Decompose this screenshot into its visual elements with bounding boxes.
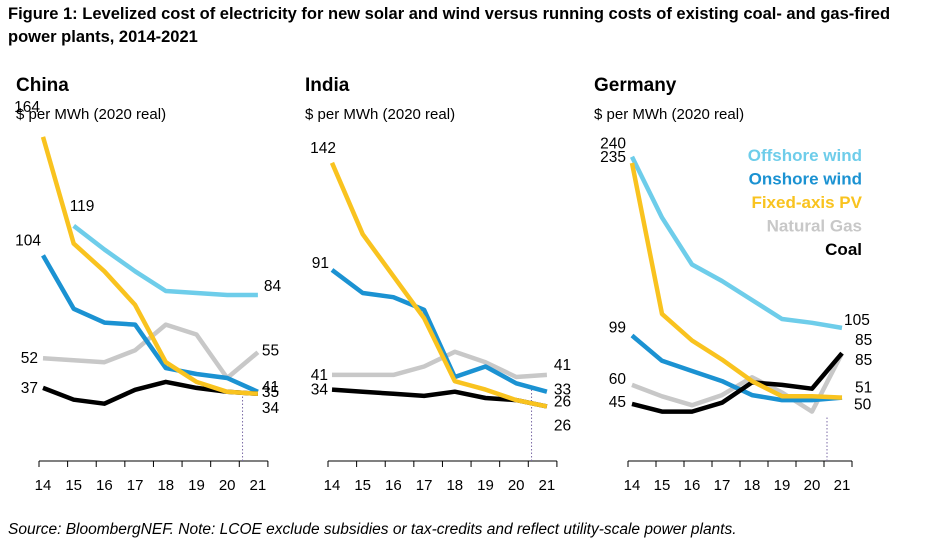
panel-1-data-label: 41 — [262, 379, 279, 396]
panel-3-data-label: 235 — [600, 149, 626, 166]
panel-1-series-fixed-axis-pv — [40, 136, 259, 397]
panel-1-data-label: 34 — [262, 400, 280, 417]
panel-1-data-label: 164 — [14, 99, 40, 116]
panel-3-tick-label: 18 — [744, 477, 761, 494]
panel-3-tick-label: 17 — [714, 477, 731, 494]
panel-2-tick-label: 14 — [324, 477, 341, 494]
panel-2-data-label: 41 — [554, 357, 571, 374]
panel-1-tick-label: 14 — [35, 477, 52, 494]
panel-3-tick-label: 19 — [774, 477, 791, 494]
panel-1-tick-label: 16 — [96, 477, 113, 494]
panel-1-tick-label: 18 — [157, 477, 174, 494]
panel-3-tick-label: 20 — [804, 477, 821, 494]
panel-3-title: Germany — [594, 75, 677, 96]
panel-3-data-label: 85 — [855, 352, 872, 369]
panel-1-series-onshore-wind — [41, 254, 259, 394]
panel-2-data-label: 142 — [310, 140, 336, 157]
panel-3-series-onshore-wind — [630, 333, 843, 403]
panel-2-data-label: 91 — [312, 255, 329, 272]
panel-3-tick-label: 15 — [654, 477, 671, 494]
panel-1-data-label: 52 — [21, 350, 38, 367]
panel-1-data-label: 104 — [15, 232, 41, 249]
legend-item-offshore-wind: Offshore wind — [748, 146, 862, 165]
panel-3-tick-label: 16 — [684, 477, 701, 494]
panel-1-tick-label: 21 — [250, 477, 267, 494]
panel-1-data-label: 37 — [21, 380, 38, 397]
panel-2-series-onshore-wind — [330, 268, 548, 394]
panel-2-data-label: 41 — [311, 367, 328, 384]
panel-2-title: India — [305, 75, 350, 96]
panel-3-data-label: 240 — [600, 136, 626, 153]
panel-2-tick-label: 20 — [508, 477, 525, 494]
panel-3-tick-label: 21 — [834, 477, 851, 494]
panel-3-data-label: 51 — [855, 380, 872, 397]
legend-item-coal: Coal — [825, 240, 862, 259]
panel-1-tick-label: 15 — [65, 477, 82, 494]
panel-2-tick-label: 18 — [446, 477, 463, 494]
panel-2-data-label: 33 — [554, 382, 571, 399]
panel-1-series-offshore-wind — [72, 224, 258, 298]
panel-3-data-label: 99 — [609, 319, 626, 336]
source-note: Source: BloombergNEF. Note: LCOE exclude… — [8, 521, 737, 538]
panel-1-data-label: 35 — [262, 384, 279, 401]
panel-3-tick-label: 14 — [624, 477, 641, 494]
panel-2-tick-label: 16 — [385, 477, 402, 494]
panel-1-data-label: 84 — [264, 278, 282, 295]
panel-1-ylabel: $ per MWh (2020 real) — [16, 106, 166, 123]
panel-1-title: China — [16, 75, 69, 96]
panel-3-series-coal — [631, 351, 844, 414]
panel-2-ylabel: $ per MWh (2020 real) — [305, 106, 455, 123]
panel-2-tick-label: 15 — [354, 477, 371, 494]
panel-2-tick-label: 21 — [539, 477, 556, 494]
panel-2-series-natural-gas — [332, 349, 548, 380]
panel-3-data-label: 50 — [854, 397, 872, 414]
panel-2-tick-label: 17 — [416, 477, 433, 494]
panel-3-data-label: 85 — [855, 332, 872, 349]
panel-3-data-label: 105 — [844, 312, 870, 329]
panel-3-data-label: 45 — [609, 394, 626, 411]
panel-2-data-label: 26 — [554, 393, 571, 410]
legend-item-onshore-wind: Onshore wind — [749, 170, 862, 189]
panel-3-series-offshore-wind — [629, 155, 843, 331]
legend-item-natural-gas: Natural Gas — [767, 217, 862, 236]
panel-1-data-label: 119 — [70, 198, 95, 215]
panel-1-tick-label: 20 — [219, 477, 236, 494]
panel-3-data-label: 60 — [609, 371, 627, 388]
panel-2-data-label: 26 — [554, 417, 571, 434]
panel-3-ylabel: $ per MWh (2020 real) — [594, 106, 744, 123]
panel-1-tick-label: 19 — [188, 477, 205, 494]
panel-2-series-fixed-axis-pv — [329, 161, 548, 409]
panel-1-data-label: 55 — [262, 342, 279, 359]
panel-2-data-label: 34 — [311, 382, 329, 399]
legend-item-fixed-axis-pv: Fixed-axis PV — [751, 193, 862, 212]
figure-title: Figure 1: Levelized cost of electricity … — [8, 5, 891, 46]
panel-2-tick-label: 19 — [477, 477, 494, 494]
panel-3-series-fixed-axis-pv — [629, 162, 843, 400]
panel-1-tick-label: 17 — [127, 477, 144, 494]
